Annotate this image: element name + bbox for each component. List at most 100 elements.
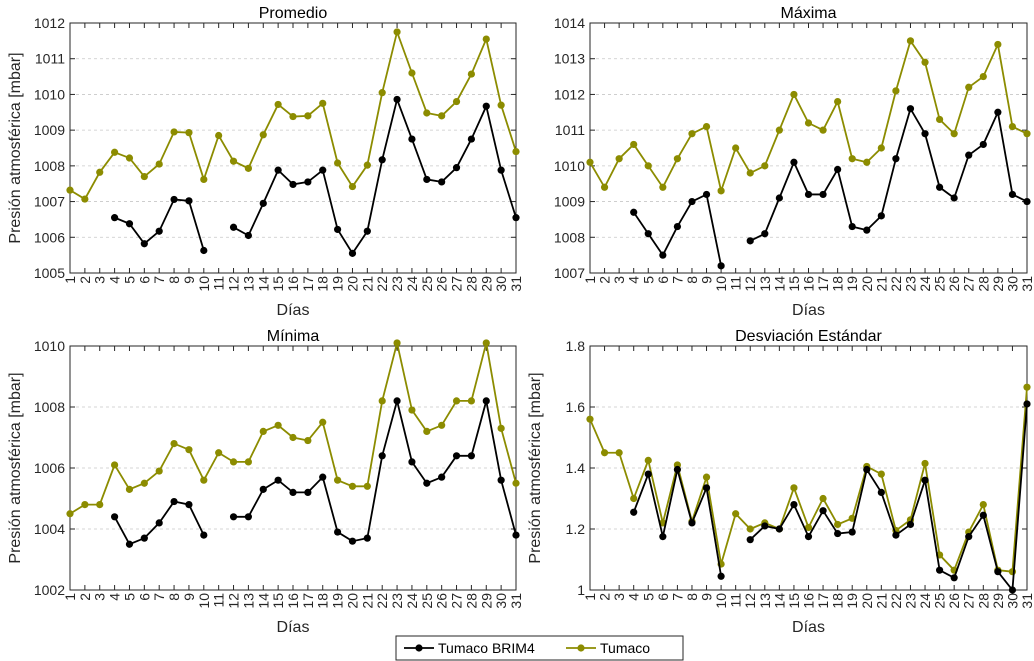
data-point: [877, 470, 885, 478]
x-tick-label: 4: [626, 276, 642, 284]
x-tick-label: 27: [961, 593, 977, 609]
data-point: [259, 427, 267, 435]
data-point: [819, 494, 827, 503]
data-point: [906, 105, 915, 113]
data-point: [334, 476, 342, 484]
data-point: [125, 540, 134, 548]
data-point: [423, 175, 431, 184]
data-point: [259, 485, 267, 493]
y-tick-label: 1004: [34, 521, 65, 537]
data-point: [200, 246, 208, 255]
x-tick-label: 5: [121, 593, 137, 601]
data-point: [717, 262, 725, 270]
data-point: [274, 476, 282, 484]
data-point: [702, 484, 711, 492]
y-tick-label: 1009: [34, 122, 65, 138]
chart-panel-2: 1007100810091010101110121013101412345678…: [554, 5, 1034, 319]
data-point: [497, 476, 505, 484]
data-point: [244, 513, 252, 521]
data-point: [615, 449, 623, 457]
x-tick-label: 11: [728, 276, 744, 291]
series-tumaco-brim4: [630, 400, 1031, 594]
data-point: [215, 131, 223, 140]
series-line: [589, 387, 1028, 573]
x-tick-label: 1: [582, 276, 598, 284]
data-point: [170, 497, 178, 506]
data-point: [804, 190, 813, 199]
data-point: [408, 69, 416, 77]
series-line: [233, 96, 517, 256]
data-point: [615, 155, 623, 163]
x-tick-label: 20: [859, 593, 875, 609]
data-point: [140, 240, 148, 248]
data-point: [482, 102, 490, 110]
data-point: [363, 482, 371, 490]
data-point: [378, 452, 386, 460]
data-point: [259, 199, 267, 207]
data-point: [111, 148, 119, 156]
data-point: [863, 158, 871, 166]
data-point: [863, 465, 871, 474]
data-point: [688, 197, 696, 206]
y-tick-label: 1.8: [566, 338, 586, 354]
x-tick-label: 23: [902, 276, 918, 292]
data-point: [819, 126, 827, 134]
data-point: [244, 164, 252, 172]
x-tick-label: 30: [493, 593, 509, 609]
data-point: [140, 479, 148, 487]
data-point: [659, 251, 667, 259]
data-point: [834, 529, 842, 538]
x-tick-label: 19: [330, 593, 346, 609]
x-tick-label: 8: [684, 593, 700, 601]
legend-marker: [415, 644, 423, 652]
x-tick-label: 28: [975, 276, 991, 292]
data-point: [423, 109, 431, 117]
data-point: [482, 339, 490, 347]
data-point: [761, 522, 769, 530]
x-tick-label: 28: [975, 593, 991, 609]
y-tick-label: 1.2: [566, 521, 586, 537]
series-tumaco: [586, 37, 1031, 195]
data-point: [155, 467, 163, 475]
legend-label: Tumaco: [600, 640, 650, 656]
x-tick-label: 20: [859, 276, 875, 292]
data-point: [688, 130, 696, 138]
x-tick-label: 12: [742, 276, 758, 292]
data-point: [644, 162, 652, 170]
x-tick-label: 1: [62, 593, 78, 601]
data-point: [1023, 400, 1031, 408]
data-point: [170, 195, 178, 204]
y-tick-label: 1.6: [566, 399, 586, 415]
x-tick-label: 13: [757, 593, 773, 609]
data-point: [1008, 122, 1017, 131]
x-tick-label: 25: [932, 593, 948, 609]
data-point: [848, 528, 856, 536]
data-point: [746, 536, 754, 544]
data-point: [289, 180, 297, 189]
data-point: [452, 397, 461, 405]
x-tick-label: 8: [684, 276, 700, 284]
data-point: [1008, 190, 1017, 199]
data-point: [644, 230, 652, 238]
x-tick-label: 8: [166, 593, 182, 601]
data-point: [482, 35, 490, 43]
data-point: [81, 501, 89, 509]
data-point: [512, 531, 520, 539]
series-tumaco: [66, 28, 520, 203]
data-point: [644, 470, 652, 478]
data-point: [1023, 383, 1031, 391]
x-tick-label: 10: [196, 276, 212, 292]
x-tick-label: 25: [419, 276, 435, 292]
x-tick-label: 6: [655, 593, 671, 601]
data-point: [673, 465, 682, 474]
y-tick-label: 1014: [554, 15, 585, 31]
data-point: [834, 165, 842, 174]
x-tick-label: 16: [801, 593, 817, 609]
data-point: [965, 151, 973, 159]
data-point: [334, 225, 342, 234]
data-point: [600, 183, 609, 191]
data-point: [111, 214, 119, 222]
data-point: [170, 440, 178, 448]
x-tick-label: 30: [1004, 593, 1020, 609]
